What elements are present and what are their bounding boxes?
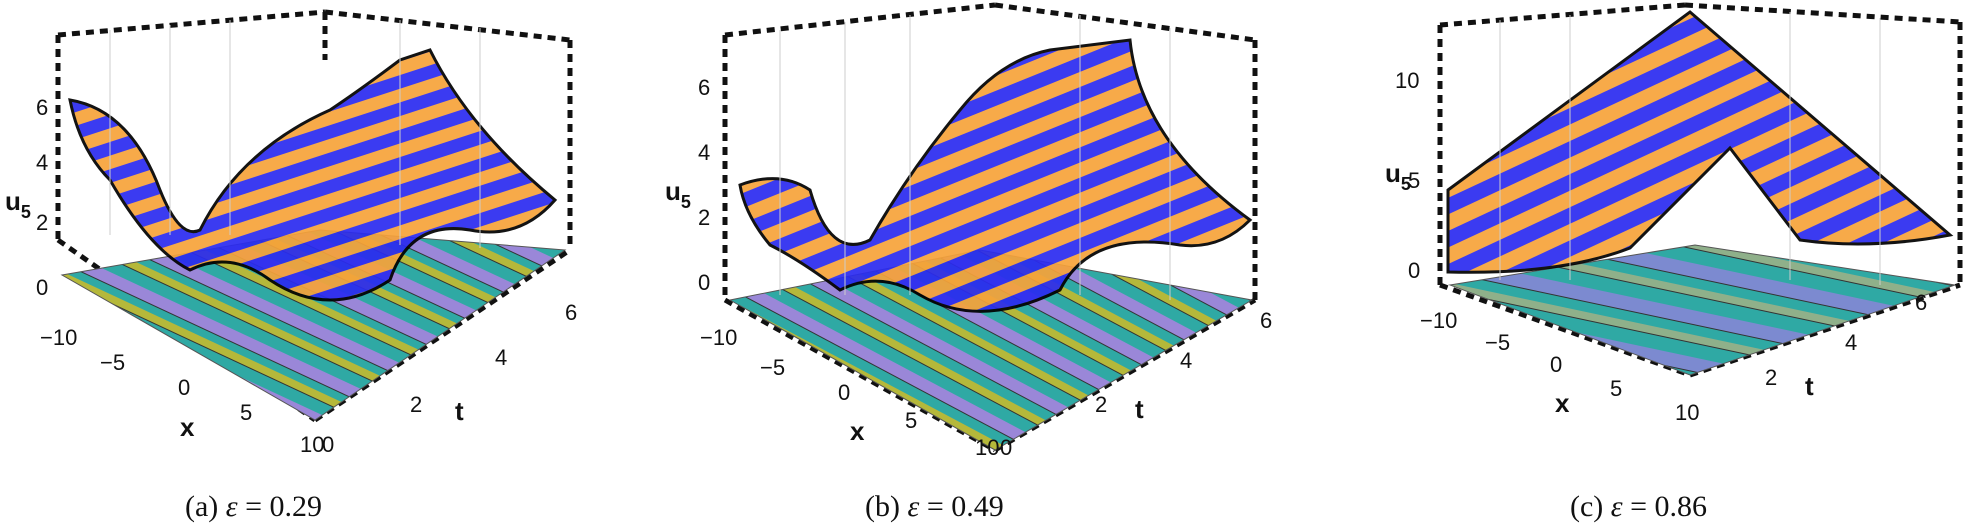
panel-c: 10 5 0 u5 −10 −5 0 5 10 x 2 4 6 t (c) ε … (1340, 0, 1972, 531)
x-tick: 5 (1610, 376, 1622, 401)
panel-a: 6 4 2 0 u5 −10 −5 0 5 10 x 0 2 4 6 t (a)… (0, 0, 640, 531)
x-tick: 0 (178, 375, 190, 400)
z-axis-label: u5 (665, 176, 691, 212)
x-tick: 0 (838, 380, 850, 405)
t-tick: 4 (1180, 348, 1192, 373)
caption-a: (a) ε = 0.29 (185, 490, 323, 523)
t-tick: 0 (1000, 435, 1012, 460)
x-tick: 10 (975, 435, 999, 460)
plot3d-a: 6 4 2 0 u5 −10 −5 0 5 10 x 0 2 4 6 t (5, 9, 577, 457)
plot3d-b: 6 4 2 0 u5 −10 −5 0 5 10 x 0 2 4 6 t (665, 2, 1272, 460)
z-tick: 10 (1395, 68, 1419, 93)
z-tick: 0 (1408, 258, 1420, 283)
t-tick: 2 (1765, 365, 1777, 390)
t-tick: 6 (1260, 308, 1272, 333)
z-tick: 0 (36, 275, 48, 300)
z-axis-label: u5 (5, 186, 31, 222)
caption-c: (c) ε = 0.86 (1570, 490, 1708, 523)
t-axis-label: t (455, 396, 464, 426)
back-grid (109, 20, 481, 248)
z-tick: 4 (698, 140, 710, 165)
t-tick: 6 (1915, 290, 1927, 315)
back-grid (779, 15, 1171, 300)
x-tick: 10 (300, 432, 324, 457)
t-tick: 2 (410, 392, 422, 417)
x-tick: 10 (1675, 400, 1699, 425)
plot3d-c: 10 5 0 u5 −10 −5 0 5 10 x 2 4 6 t (1385, 2, 1963, 425)
z-axis-label: u5 (1385, 158, 1411, 194)
surface-u5 (738, 38, 1253, 313)
t-tick: 6 (565, 300, 577, 325)
x-axis-label: x (180, 412, 195, 442)
t-tick: 4 (1845, 330, 1857, 355)
x-tick: −10 (40, 325, 77, 350)
t-axis-label: t (1805, 371, 1814, 401)
x-tick: −5 (760, 355, 785, 380)
z-tick: 2 (698, 205, 710, 230)
t-axis-label: t (1135, 394, 1144, 424)
z-tick: 6 (36, 95, 48, 120)
x-tick: −5 (100, 350, 125, 375)
x-tick: −10 (700, 325, 737, 350)
x-tick: 5 (240, 400, 252, 425)
t-tick: 2 (1095, 392, 1107, 417)
x-axis-label: x (850, 416, 865, 446)
z-tick: 6 (698, 75, 710, 100)
z-tick: 5 (1408, 168, 1420, 193)
x-tick: 5 (905, 408, 917, 433)
t-tick: 0 (322, 432, 334, 457)
panel-b: 6 4 2 0 u5 −10 −5 0 5 10 x 0 2 4 6 t (b)… (660, 0, 1320, 531)
x-tick: −5 (1485, 330, 1510, 355)
z-tick: 0 (698, 270, 710, 295)
t-tick: 4 (495, 345, 507, 370)
caption-b: (b) ε = 0.49 (865, 490, 1004, 523)
x-tick: −10 (1420, 308, 1457, 333)
x-axis-label: x (1555, 388, 1570, 418)
surface-u5 (1446, 10, 1954, 274)
z-tick: 2 (36, 210, 48, 235)
back-grid (1499, 12, 1881, 285)
z-tick: 4 (36, 150, 48, 175)
contour-floor (1448, 244, 1956, 376)
surface-u5 (68, 48, 558, 302)
x-tick: 0 (1550, 352, 1562, 377)
